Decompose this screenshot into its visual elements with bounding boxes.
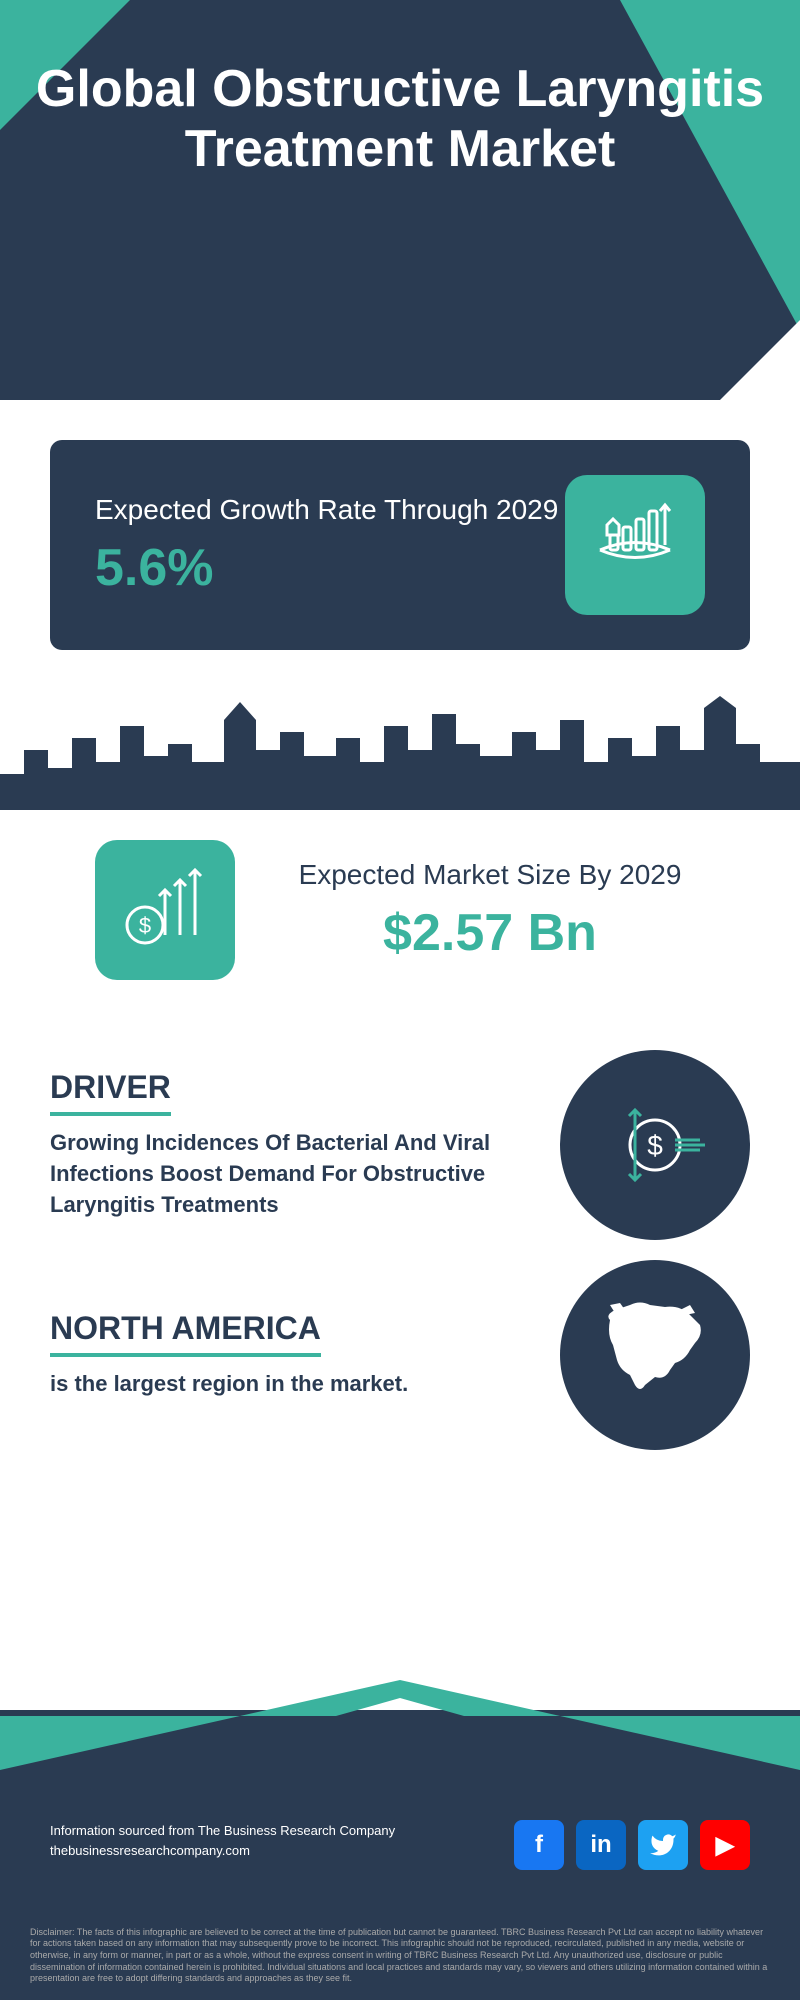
social-links: f in ▶ bbox=[514, 1820, 750, 1870]
driver-body: Growing Incidences Of Bacterial And Vira… bbox=[50, 1128, 530, 1220]
region-section: NORTH AMERICA is the largest region in t… bbox=[50, 1260, 750, 1450]
triangle-accent-bottom-right bbox=[720, 320, 800, 400]
region-text: NORTH AMERICA is the largest region in t… bbox=[50, 1310, 530, 1400]
growth-text: Expected Growth Rate Through 2029 5.6% bbox=[95, 492, 558, 598]
market-size-label: Expected Market Size By 2029 bbox=[275, 857, 705, 893]
source-line1: Information sourced from The Business Re… bbox=[50, 1821, 395, 1841]
footer: Information sourced from The Business Re… bbox=[0, 1710, 800, 2000]
region-body: is the largest region in the market. bbox=[50, 1369, 530, 1400]
source-line2: thebusinessresearchcompany.com bbox=[50, 1841, 395, 1861]
twitter-icon[interactable] bbox=[638, 1820, 688, 1870]
region-title: NORTH AMERICA bbox=[50, 1310, 321, 1357]
svg-text:$: $ bbox=[139, 913, 151, 938]
dollar-growth-icon: $ bbox=[95, 840, 235, 980]
city-skyline-decoration bbox=[0, 690, 800, 810]
growth-rate-card: Expected Growth Rate Through 2029 5.6% bbox=[50, 440, 750, 650]
youtube-icon[interactable]: ▶ bbox=[700, 1820, 750, 1870]
growth-value: 5.6% bbox=[95, 538, 558, 598]
north-america-map-icon bbox=[560, 1260, 750, 1450]
svg-text:$: $ bbox=[647, 1130, 663, 1161]
market-size-value: $2.57 Bn bbox=[275, 903, 705, 963]
growth-label: Expected Growth Rate Through 2029 bbox=[95, 492, 558, 528]
facebook-icon[interactable]: f bbox=[514, 1820, 564, 1870]
header: Global Obstructive Laryngitis Treatment … bbox=[0, 0, 800, 400]
driver-title: DRIVER bbox=[50, 1069, 171, 1116]
linkedin-icon[interactable]: in bbox=[576, 1820, 626, 1870]
page-title: Global Obstructive Laryngitis Treatment … bbox=[0, 60, 800, 180]
dollar-cycle-icon: $ bbox=[560, 1050, 750, 1240]
market-size-card: $ Expected Market Size By 2029 $2.57 Bn bbox=[50, 810, 750, 1010]
source-attribution: Information sourced from The Business Re… bbox=[50, 1821, 395, 1860]
driver-section: DRIVER Growing Incidences Of Bacterial A… bbox=[50, 1050, 750, 1240]
footer-triangle-accent bbox=[0, 1680, 800, 1770]
driver-text: DRIVER Growing Incidences Of Bacterial A… bbox=[50, 1069, 530, 1220]
disclaimer-text: Disclaimer: The facts of this infographi… bbox=[30, 1927, 770, 1985]
growth-chart-icon bbox=[565, 475, 705, 615]
market-size-text: Expected Market Size By 2029 $2.57 Bn bbox=[275, 857, 705, 963]
